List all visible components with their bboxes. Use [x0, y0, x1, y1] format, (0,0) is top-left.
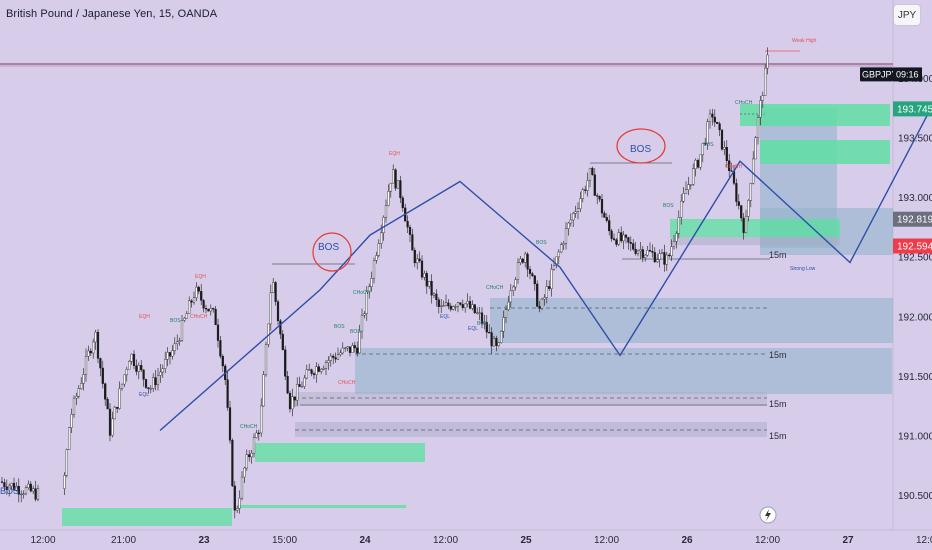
left-edge-bos-label: BOS	[0, 486, 19, 496]
countdown-time: 09:16	[896, 69, 919, 79]
order-block-zone	[295, 392, 767, 406]
handwritten-bos-label: BOS	[318, 242, 339, 253]
price-badge	[893, 101, 932, 117]
price-tick: 191.000	[898, 431, 932, 442]
bos-label: BOS	[536, 240, 547, 246]
time-tick: 12:00	[916, 535, 932, 546]
zone-label: 15m	[769, 350, 787, 360]
order-block-zone	[355, 348, 892, 394]
zones	[62, 104, 893, 526]
countdown-badge	[893, 67, 922, 82]
choch-label: CHoCH	[190, 314, 208, 320]
structure-annotations: EQH EQH EQH EQL EQL EQL BOS BOS BOS BOS …	[0, 38, 817, 496]
price-tick: 191.500	[898, 372, 932, 383]
choch-label: CHoCH	[486, 285, 504, 291]
time-tick: 12:00	[433, 535, 458, 546]
eqh-label: EQH	[195, 274, 206, 280]
zone-label: 15m	[769, 250, 787, 260]
symbol-name: GBPJPY	[862, 69, 898, 79]
price-badge-value: 192.594	[897, 242, 932, 253]
handwritten-circle	[312, 232, 352, 272]
choch-label: CHoCH	[353, 290, 371, 296]
supply-zone	[740, 104, 890, 126]
bos-label: BOS	[350, 329, 361, 335]
bos-label: BOS	[663, 203, 674, 209]
supply-zone	[670, 219, 840, 237]
time-tick: 12:00	[30, 535, 55, 546]
demand-zone	[255, 443, 425, 462]
price-tick: 193.000	[898, 193, 932, 204]
time-tick: 24	[359, 535, 371, 546]
time-tick: 12:00	[594, 535, 619, 546]
choch-label: CHoCH	[240, 424, 258, 430]
price-badge	[893, 211, 932, 227]
eql-label: EQL	[440, 314, 450, 320]
time-axis: 12:00 21:00 23 15:00 24 12:00 25 12:00 26 12:00 27…	[30, 535, 932, 546]
order-block-zone	[670, 237, 840, 245]
choch-label: CHoCH	[725, 164, 743, 170]
chart-title: British Pound / Japanese Yen, 15, OANDA	[6, 8, 218, 20]
symbol-badge	[860, 67, 893, 82]
choch-label: CHoCH	[338, 380, 356, 386]
time-tick: 15:00	[272, 535, 297, 546]
price-badge-value: 193.745	[897, 104, 932, 115]
eql-label: EQL	[139, 392, 149, 398]
price-tick: 190.500	[898, 491, 932, 502]
handwritten-circle	[616, 128, 666, 164]
price-axis: 194.000193.500193.000192.500192.000191.5…	[898, 74, 932, 502]
strong-low-label: Strong Low	[790, 266, 816, 272]
order-block-zone	[295, 422, 767, 437]
candles	[0, 47, 769, 519]
bos-label: BOS	[477, 321, 488, 327]
demand-zone	[238, 505, 406, 508]
eql-label: EQL	[468, 326, 478, 332]
zone-labels: 15m 15m 15m 15m	[769, 250, 787, 441]
eqh-label: EQH	[389, 151, 400, 157]
lightning-icon[interactable]	[759, 506, 777, 524]
time-tick: 12:00	[755, 535, 780, 546]
supply-zone	[760, 140, 890, 164]
price-badge-value: 192.819	[897, 215, 932, 226]
time-tick: 27	[842, 535, 854, 546]
order-block-zone	[490, 298, 893, 343]
zone-label: 15m	[769, 399, 787, 409]
time-tick: 25	[520, 535, 532, 546]
bos-label: BOS	[170, 318, 181, 324]
time-tick: 23	[198, 535, 210, 546]
price-tick: 193.500	[898, 134, 932, 145]
bos-label: BOS	[334, 324, 345, 330]
zone-label: 15m	[769, 431, 787, 441]
swing-path	[159, 109, 931, 432]
time-tick: 26	[681, 535, 693, 546]
price-tick: 192.000	[898, 312, 932, 323]
price-badge	[893, 238, 932, 254]
choch-label: CHoCH	[735, 100, 753, 106]
demand-zone	[62, 508, 232, 526]
bos-label: BOS	[703, 142, 714, 148]
price-tick: 192.500	[898, 253, 932, 264]
handwritten-bos-label: BOS	[630, 144, 651, 155]
weak-high-label: Weak High	[792, 38, 817, 44]
time-tick: 21:00	[111, 535, 136, 546]
structure-lines	[0, 50, 893, 431]
eqh-label: EQH	[139, 314, 150, 320]
